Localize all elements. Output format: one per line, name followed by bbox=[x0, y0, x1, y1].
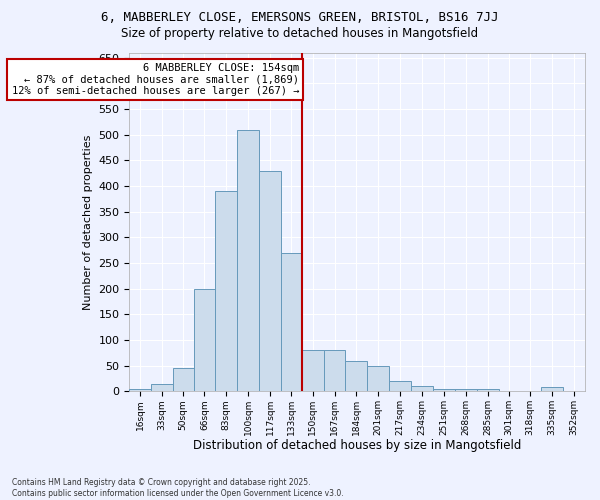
Bar bbox=[477, 389, 499, 392]
Bar bbox=[323, 350, 346, 392]
Bar bbox=[302, 350, 323, 392]
Bar bbox=[455, 389, 477, 392]
Bar bbox=[281, 252, 302, 392]
Bar bbox=[367, 366, 389, 392]
Bar bbox=[237, 130, 259, 392]
Bar bbox=[259, 170, 281, 392]
Bar bbox=[194, 288, 215, 392]
Bar bbox=[215, 191, 237, 392]
Bar bbox=[433, 389, 455, 392]
Bar bbox=[389, 381, 411, 392]
Bar bbox=[151, 384, 173, 392]
Text: Size of property relative to detached houses in Mangotsfield: Size of property relative to detached ho… bbox=[121, 28, 479, 40]
Text: 6 MABBERLEY CLOSE: 154sqm
← 87% of detached houses are smaller (1,869)
12% of se: 6 MABBERLEY CLOSE: 154sqm ← 87% of detac… bbox=[11, 63, 299, 96]
Bar bbox=[541, 387, 563, 392]
Bar bbox=[173, 368, 194, 392]
Bar bbox=[411, 386, 433, 392]
X-axis label: Distribution of detached houses by size in Mangotsfield: Distribution of detached houses by size … bbox=[193, 440, 521, 452]
Bar bbox=[129, 389, 151, 392]
Bar bbox=[346, 360, 367, 392]
Text: Contains HM Land Registry data © Crown copyright and database right 2025.
Contai: Contains HM Land Registry data © Crown c… bbox=[12, 478, 344, 498]
Text: 6, MABBERLEY CLOSE, EMERSONS GREEN, BRISTOL, BS16 7JJ: 6, MABBERLEY CLOSE, EMERSONS GREEN, BRIS… bbox=[101, 11, 499, 24]
Y-axis label: Number of detached properties: Number of detached properties bbox=[83, 134, 93, 310]
